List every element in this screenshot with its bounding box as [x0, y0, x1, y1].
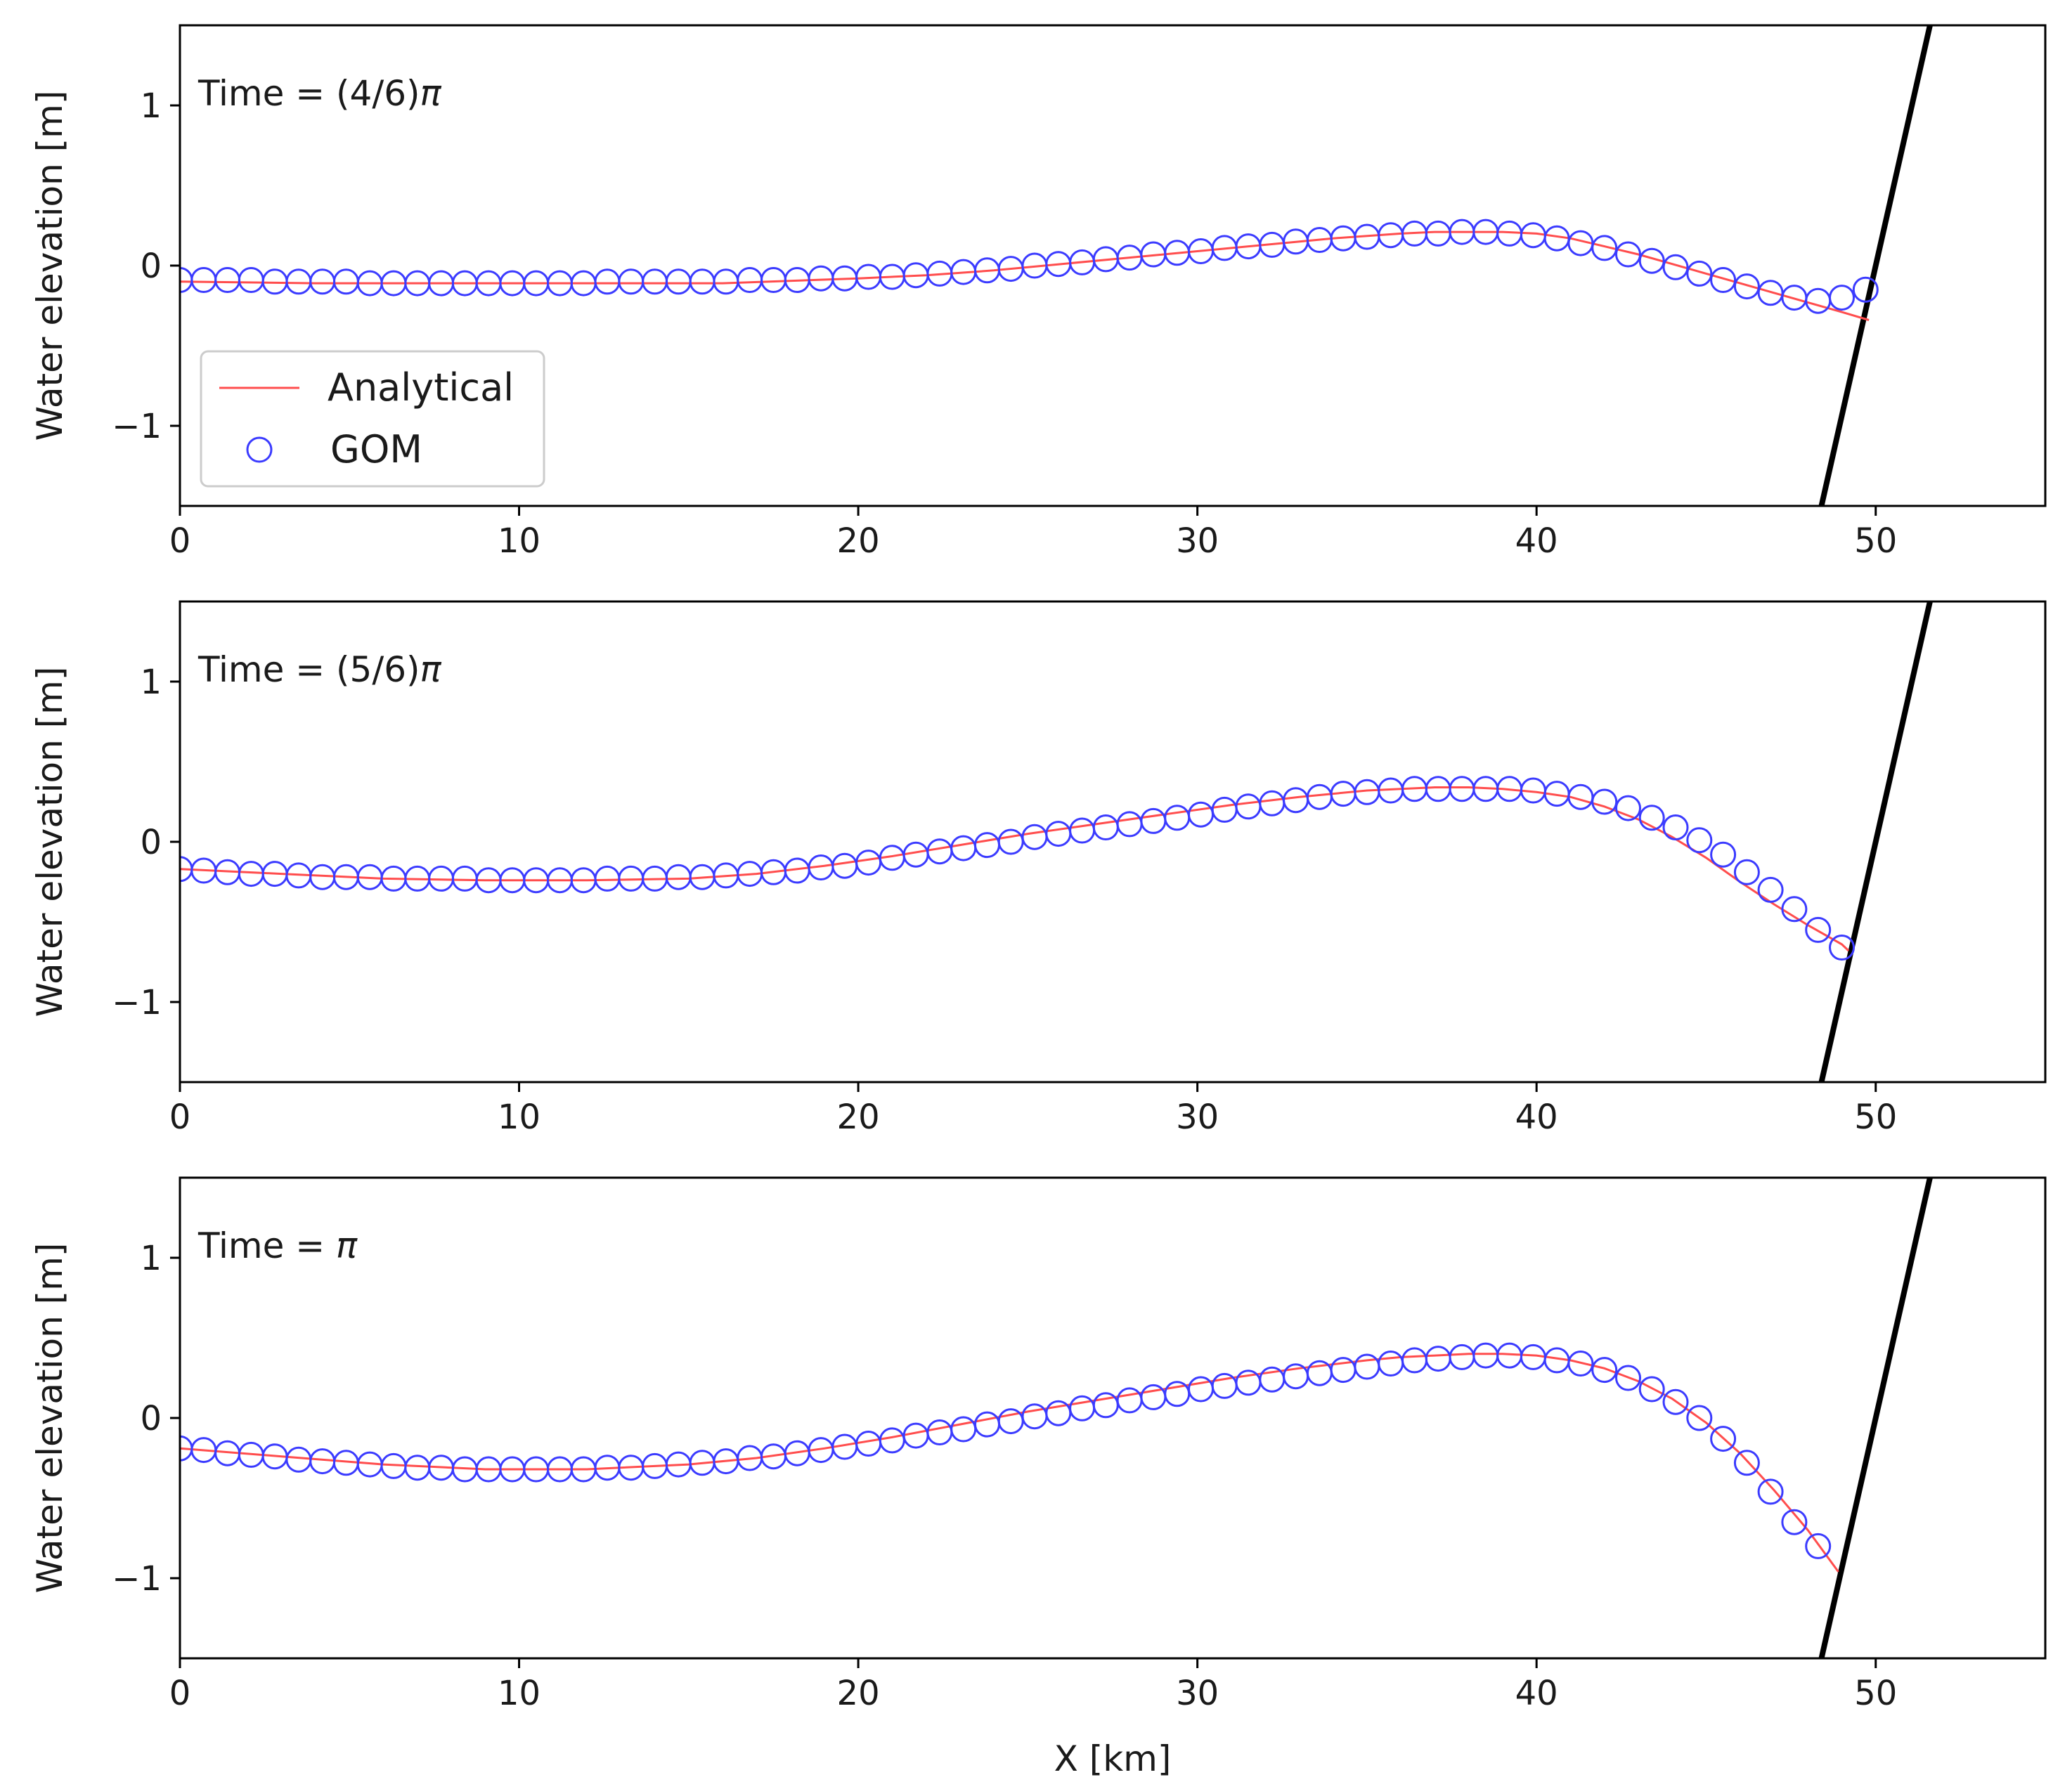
panel-1-gom-point [1638, 247, 1665, 274]
panel-2-y-tick-label: −1 [112, 983, 162, 1022]
panel-2-x-tick-label: 10 [498, 1098, 540, 1137]
panel-1-x-tick-label: 10 [498, 521, 540, 561]
panel-3-y-tick-label: 1 [140, 1239, 162, 1278]
panel-2-y-tick-label: 0 [140, 823, 162, 862]
panel-3-y-tick-label: 0 [140, 1399, 162, 1438]
panel-3-y-axis-title: Water elevation [m] [30, 1243, 70, 1594]
panel-1-shoreline [1818, 25, 1933, 506]
panel-2-plot [180, 601, 1933, 1082]
panel-3-gom-point [1733, 1450, 1760, 1476]
panel-2-y-axis-title: Water elevation [m] [30, 667, 70, 1017]
panel-2-gom-point [1757, 876, 1784, 903]
panel-2-gom-point [1615, 795, 1641, 821]
legend: Analytical GOM [200, 350, 545, 488]
panel-3-plot [180, 1178, 1933, 1658]
panel-2-y-tick-label: 1 [140, 663, 162, 702]
panel-1-gom-point [1710, 267, 1737, 293]
panel-1-plot [180, 25, 1933, 506]
panel-3-gom-point [1781, 1509, 1808, 1535]
panel-3-gom-point [1805, 1533, 1832, 1559]
panel-1-gom-point [1662, 254, 1689, 280]
panel-2-gom-point [1805, 916, 1832, 943]
panel-2-gom-point [1781, 896, 1808, 923]
panel-3-gom-point [1615, 1365, 1641, 1391]
panel-3-gom-point [1686, 1405, 1713, 1431]
panel-1: Time = (4/6)π Water elevation [m] 0 10 20 3… [30, 24, 2047, 561]
panel-3-gom-point [1567, 1351, 1594, 1377]
panel-2-gom-point [1733, 859, 1760, 885]
legend-gom-swatch [246, 436, 273, 463]
x-axis-title: X [km] [1054, 1738, 1172, 1779]
panel-3-gom-point [1638, 1376, 1665, 1403]
panel-1-x-tick-label: 50 [1854, 521, 1897, 561]
panel-3-x-tick-label: 50 [1854, 1674, 1897, 1713]
panel-1-y-tick-label: 0 [140, 247, 162, 286]
panel-2-x-tick-label: 0 [169, 1098, 191, 1137]
panel-2-gom-point [1638, 805, 1665, 831]
panel-3: Time = π Water elevation [m] 0 10 20 30 40 50… [30, 1176, 2047, 1779]
panel-2-time-label: Time = (5/6)π [198, 649, 442, 690]
panel-1-gom-point [1829, 285, 1855, 311]
legend-gom-label: GOM [330, 427, 422, 471]
legend-analytical-label: Analytical [328, 365, 514, 410]
panel-2-shoreline [1818, 601, 1933, 1082]
panel-1-gom-point [1852, 276, 1879, 303]
panel-3-x-tick-label: 40 [1515, 1674, 1558, 1713]
panel-2-x-tick-label: 30 [1176, 1098, 1219, 1137]
panel-1-analytical-line [180, 230, 1870, 321]
panel-2-analytical-line [180, 786, 1850, 952]
panel-2-gom-point [1591, 788, 1618, 815]
panel-1-y-tick-label: −1 [112, 407, 162, 446]
panel-1-time-label: Time = (4/6)π [198, 73, 442, 114]
panel-3-x-tick-label: 10 [498, 1674, 540, 1713]
panel-1-x-tick-label: 0 [169, 521, 191, 561]
panel-2-x-tick-label: 50 [1854, 1098, 1897, 1137]
panel-3-gom-point [1757, 1478, 1784, 1505]
legend-box [200, 350, 545, 488]
panel-3-x-tick-label: 0 [169, 1674, 191, 1713]
panel-2-gom-point [1662, 814, 1689, 840]
panel-2-gom-point [1686, 827, 1713, 854]
panel-1-y-tick-label: 1 [140, 86, 162, 126]
panel-1-gom-point [1615, 241, 1641, 268]
panel-3-gom-point [1662, 1388, 1689, 1415]
panel-3-time-label: Time = π [198, 1225, 358, 1266]
panel-3-shoreline [1818, 1178, 1933, 1658]
panel-3-x-tick-label: 20 [837, 1674, 880, 1713]
panel-2-gom-point [1710, 841, 1737, 868]
panel-3-y-tick-label: −1 [112, 1559, 162, 1599]
panel-1-x-tick-label: 40 [1515, 521, 1558, 561]
panel-1-gom-point [1686, 260, 1713, 287]
panel-1-y-axis-title: Water elevation [m] [30, 91, 70, 441]
panel-1-x-tick-label: 20 [837, 521, 880, 561]
panel-3-x-tick-label: 30 [1176, 1674, 1219, 1713]
panel-2: Time = (5/6)π Water elevation [m] 0 10 20 3… [30, 600, 2047, 1137]
panel-3-gom-point [1591, 1357, 1618, 1384]
panel-3-gom-point [1710, 1426, 1737, 1452]
panel-1-gom-point [1591, 235, 1618, 261]
panel-2-x-tick-label: 40 [1515, 1098, 1558, 1137]
panel-2-gom-point [1829, 935, 1855, 961]
panel-2-x-tick-label: 20 [837, 1098, 880, 1137]
panel-1-x-tick-label: 30 [1176, 521, 1219, 561]
panel-1-gom-point [1733, 273, 1760, 300]
